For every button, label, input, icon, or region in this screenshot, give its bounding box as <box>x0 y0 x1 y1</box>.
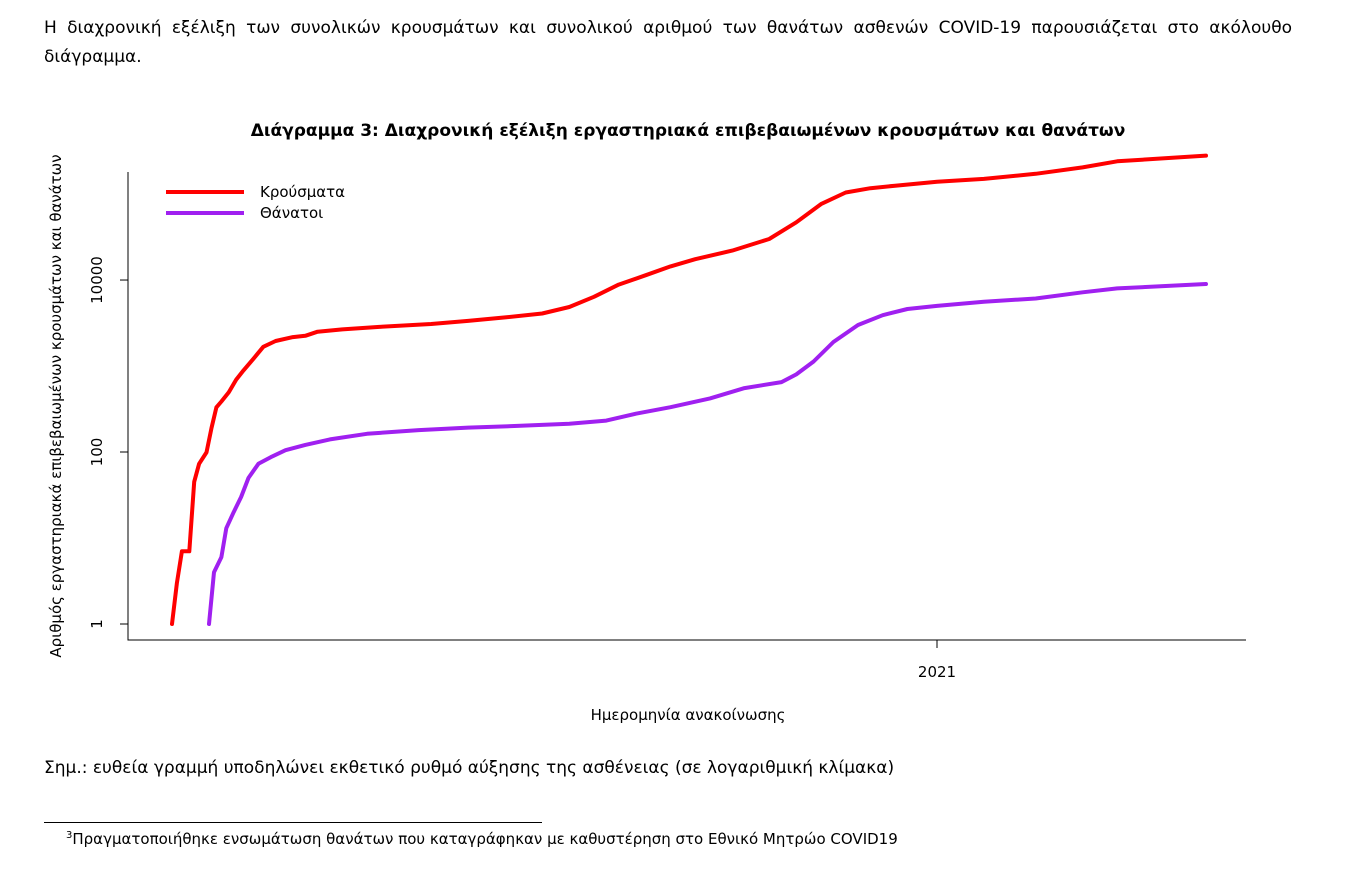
series-line <box>207 282 1208 626</box>
y-axis-label: Αριθμός εργαστηριακά επιβεβαιωμένων κρου… <box>47 154 65 657</box>
footnote-divider <box>44 822 542 823</box>
x-axis-label: Ημερομηνία ανακοίνωσης <box>591 706 786 724</box>
legend-label: Θάνατοι <box>260 204 323 222</box>
footnote-text: Πραγματοποιήθηκε ενσωμάτωση θανάτων που … <box>72 830 898 848</box>
chart-axes: 1 100 10000 2021 <box>88 172 1246 681</box>
chart-title: Διάγραμμα 3: Διαχρονική εξέλιξη εργαστηρ… <box>251 121 1126 141</box>
intro-paragraph: Η διαχρονική εξέλιξη των συνολικών κρουσ… <box>44 18 1292 67</box>
footnote-number: 3 <box>66 830 73 841</box>
footnote: 3Πραγματοποιήθηκε ενσωμάτωση θανάτων που… <box>66 830 898 848</box>
chart-legend: Κρούσματα Θάνατοι <box>166 183 345 222</box>
x-tick-label: 2021 <box>918 663 956 681</box>
axis-frame <box>127 172 1246 641</box>
y-tick-label: 1 <box>88 619 106 629</box>
chart-series <box>170 153 1208 626</box>
chart-note: Σημ.: ευθεία γραμμή υποδηλώνει εκθετικό … <box>44 758 895 778</box>
legend-label: Κρούσματα <box>260 183 345 201</box>
series-line <box>170 153 1208 626</box>
y-tick-label: 10000 <box>88 256 106 304</box>
y-tick-label: 100 <box>88 438 106 467</box>
